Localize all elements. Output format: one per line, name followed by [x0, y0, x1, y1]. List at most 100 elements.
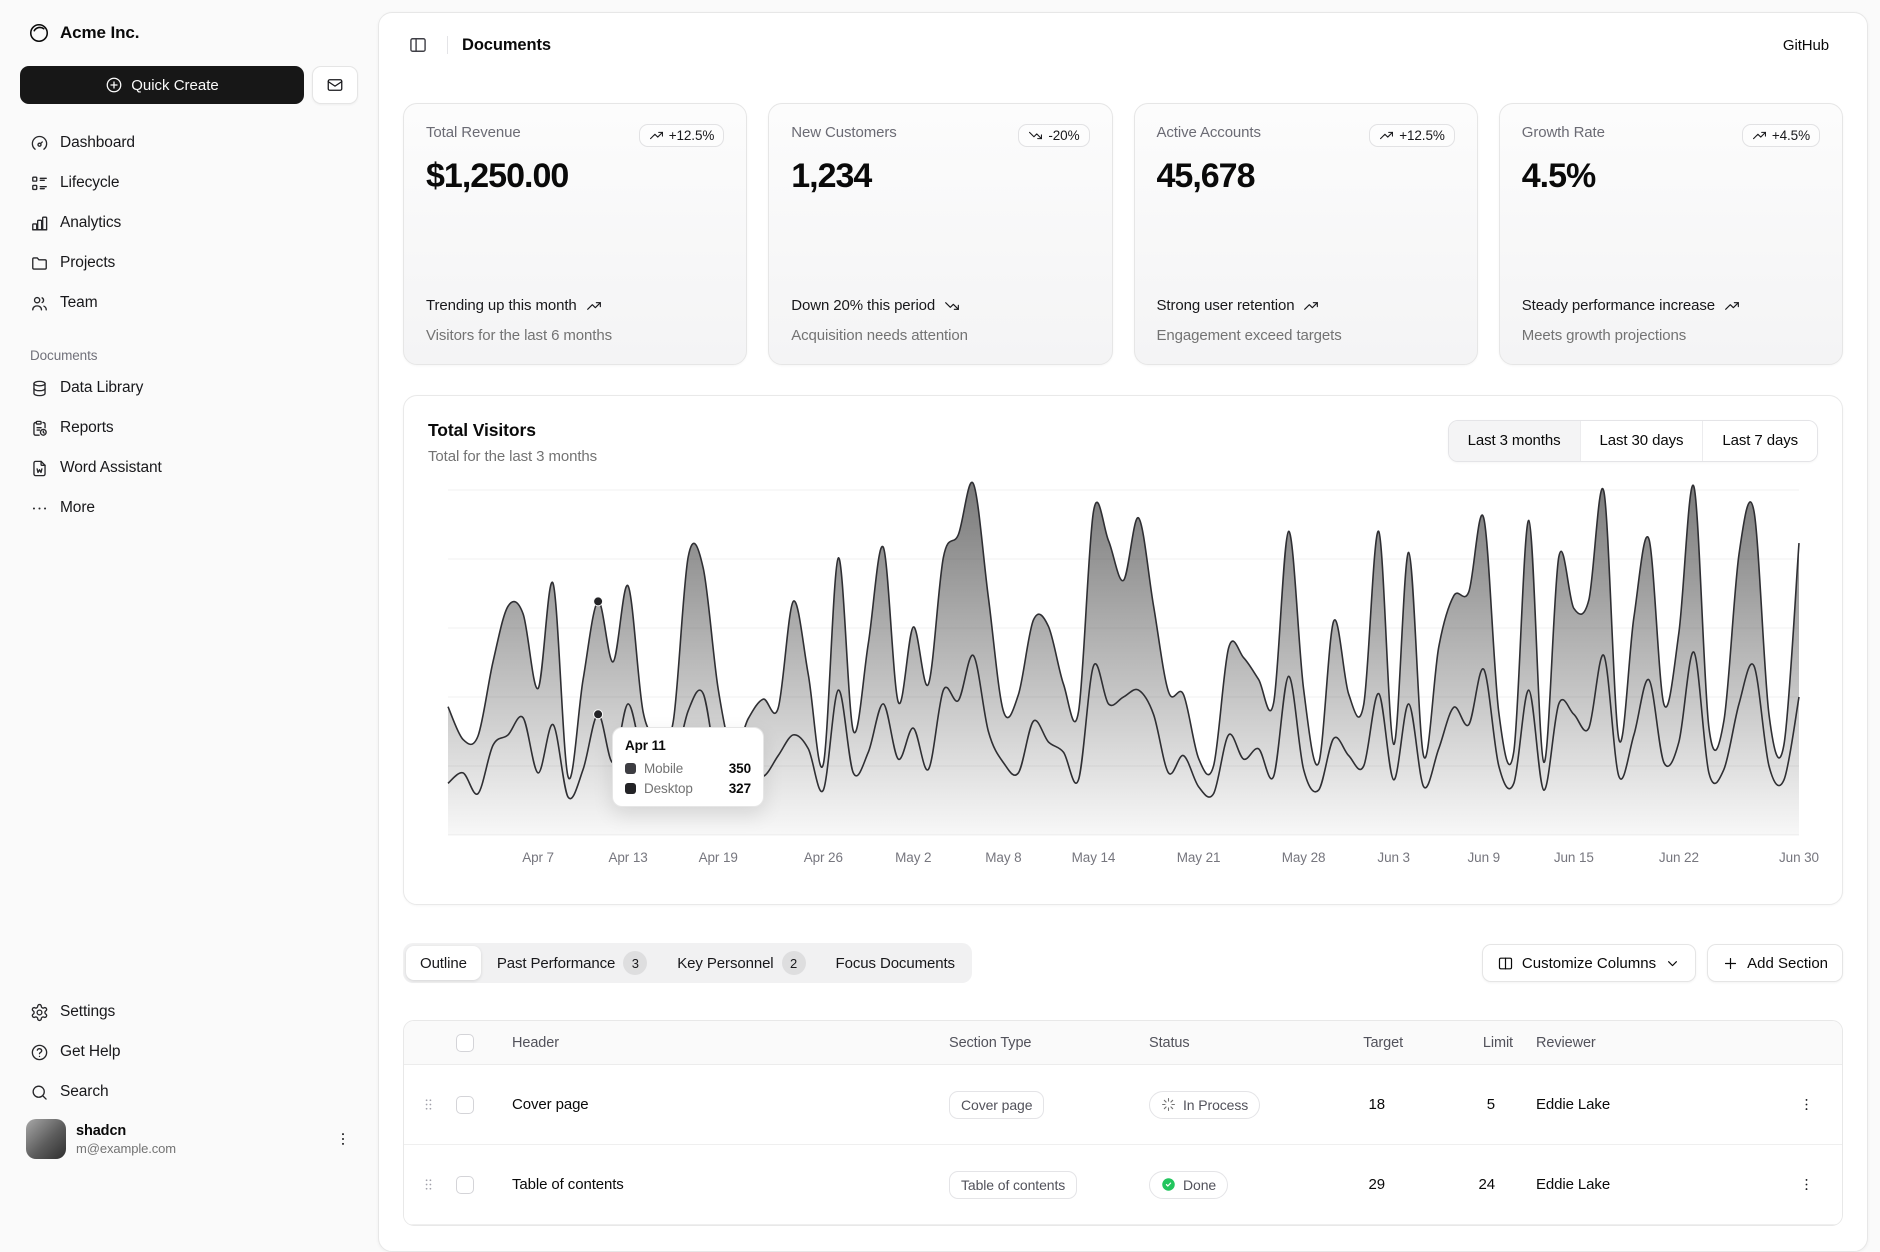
table-header-row: Header Section Type Status Target Limit …	[404, 1021, 1842, 1065]
target-cell[interactable]: 18	[1335, 1096, 1415, 1113]
column-status[interactable]: Status	[1145, 1035, 1335, 1051]
svg-text:Jun 15: Jun 15	[1554, 850, 1594, 865]
stat-card-growth-rate: Growth Rate +4.5% 4.5% Steady performanc…	[1499, 103, 1843, 365]
stat-card-line1: Strong user retention	[1157, 295, 1295, 317]
tooltip-series-name: Desktop	[644, 781, 693, 796]
reviewer-cell[interactable]: Eddie Lake	[1525, 1176, 1770, 1193]
row-header-cell[interactable]: Table of contents	[497, 1176, 945, 1193]
stat-card-title: Total Revenue	[426, 124, 521, 141]
inbox-button[interactable]	[312, 66, 358, 104]
row-checkbox[interactable]	[456, 1176, 474, 1194]
stat-card-line2: Engagement exceed targets	[1157, 327, 1455, 344]
drag-handle-icon[interactable]	[408, 1096, 448, 1113]
target-cell[interactable]: 29	[1335, 1176, 1415, 1193]
sidebar-item-search[interactable]: Search	[20, 1073, 358, 1111]
sidebar-item-get-help[interactable]: Get Help	[20, 1033, 358, 1071]
select-all-checkbox[interactable]	[456, 1034, 474, 1052]
row-header-cell[interactable]: Cover page	[497, 1096, 945, 1113]
tooltip-date: Apr 11	[625, 738, 751, 753]
sidebar-item-lifecycle[interactable]: Lifecycle	[20, 164, 358, 202]
sidebar-item-label: Team	[60, 294, 98, 312]
stat-cards: Total Revenue +12.5% $1,250.00 Trending …	[379, 77, 1867, 365]
user-name: shadcn	[76, 1123, 176, 1139]
bar-chart-icon	[30, 214, 49, 233]
sidebar-item-projects[interactable]: Projects	[20, 244, 358, 282]
column-section-type[interactable]: Section Type	[945, 1035, 1145, 1051]
stat-card-value: 1,234	[791, 157, 1089, 196]
section-tabs: Outline Past Performance 3 Key Personnel…	[403, 943, 972, 983]
user-email: m@example.com	[76, 1141, 176, 1156]
row-menu-button[interactable]	[1774, 1176, 1838, 1193]
range-last-7-days[interactable]: Last 7 days	[1702, 421, 1817, 461]
stat-card-line2: Meets growth projections	[1522, 327, 1820, 344]
table-row[interactable]: Cover page Cover page In Process 18 5 Ed…	[404, 1065, 1842, 1145]
sidebar-item-data-library[interactable]: Data Library	[20, 369, 358, 407]
main-nav: Dashboard Lifecycle Analytics Projects T…	[16, 124, 362, 322]
row-menu-button[interactable]	[1774, 1096, 1838, 1113]
stat-card-title: Growth Rate	[1522, 124, 1605, 141]
svg-text:Jun 30: Jun 30	[1779, 850, 1819, 865]
sidebar-item-analytics[interactable]: Analytics	[20, 204, 358, 242]
svg-text:Apr 7: Apr 7	[522, 850, 554, 865]
dots-vertical-icon	[1798, 1176, 1815, 1193]
svg-text:May 21: May 21	[1177, 850, 1221, 865]
sidebar-toggle-button[interactable]	[403, 30, 433, 60]
status-label: In Process	[1183, 1097, 1248, 1113]
tab-outline[interactable]: Outline	[406, 946, 481, 980]
add-section-button[interactable]: Add Section	[1707, 944, 1843, 982]
chart-plot-area[interactable]: Apr 7Apr 13Apr 19Apr 26May 2May 8May 14M…	[404, 481, 1842, 881]
sidebar-item-more[interactable]: More	[20, 489, 358, 527]
table-row[interactable]: Table of contents Table of contents Done…	[404, 1145, 1842, 1225]
row-checkbox[interactable]	[456, 1096, 474, 1114]
limit-cell[interactable]: 24	[1415, 1176, 1525, 1193]
reviewer-cell[interactable]: Eddie Lake	[1525, 1096, 1770, 1113]
stat-card-title: Active Accounts	[1157, 124, 1261, 141]
sidebar-item-label: Lifecycle	[60, 174, 119, 192]
chart-tooltip: Apr 11 Mobile 350 Desktop 327	[612, 727, 764, 807]
tab-count-badge: 3	[623, 951, 647, 975]
sidebar-item-reports[interactable]: Reports	[20, 409, 358, 447]
column-header[interactable]: Header	[497, 1035, 945, 1051]
range-last-30-days[interactable]: Last 30 days	[1580, 421, 1703, 461]
folder-icon	[30, 254, 49, 273]
column-target[interactable]: Target	[1335, 1035, 1415, 1051]
sidebar-item-team[interactable]: Team	[20, 284, 358, 322]
customize-columns-button[interactable]: Customize Columns	[1482, 944, 1696, 982]
sidebar-item-label: Get Help	[60, 1043, 120, 1061]
tab-past-performance[interactable]: Past Performance 3	[483, 946, 661, 980]
user-menu-row[interactable]: shadcn m@example.com	[16, 1111, 362, 1161]
visitors-chart: Apr 7Apr 13Apr 19Apr 26May 2May 8May 14M…	[404, 481, 1842, 881]
page-title: Documents	[462, 36, 551, 55]
sidebar-item-dashboard[interactable]: Dashboard	[20, 124, 358, 162]
tooltip-series-value: 327	[729, 781, 751, 796]
column-reviewer[interactable]: Reviewer	[1525, 1035, 1770, 1051]
sidebar-item-label: Analytics	[60, 214, 121, 232]
svg-text:Jun 22: Jun 22	[1659, 850, 1699, 865]
tab-label: Focus Documents	[836, 955, 955, 972]
sidebar-item-settings[interactable]: Settings	[20, 993, 358, 1031]
column-limit[interactable]: Limit	[1415, 1035, 1525, 1051]
trend-badge-value: +12.5%	[669, 128, 715, 143]
tab-focus-documents[interactable]: Focus Documents	[822, 946, 969, 980]
trend-badge-value: -20%	[1048, 128, 1079, 143]
tooltip-series-value: 350	[729, 761, 751, 776]
drag-handle-icon[interactable]	[408, 1176, 448, 1193]
status-badge: In Process	[1149, 1091, 1260, 1119]
tab-key-personnel[interactable]: Key Personnel 2	[663, 946, 819, 980]
brand[interactable]: Acme Inc.	[16, 14, 362, 52]
report-icon	[30, 419, 49, 438]
trending-up-icon	[586, 298, 602, 314]
github-link[interactable]: GitHub	[1773, 31, 1839, 60]
sidebar-item-label: Projects	[60, 254, 115, 272]
svg-text:May 8: May 8	[985, 850, 1021, 865]
logo-icon	[28, 22, 50, 44]
sidebar-item-word-assistant[interactable]: Word Assistant	[20, 449, 358, 487]
stat-card-line1: Down 20% this period	[791, 295, 935, 317]
trending-up-icon	[1303, 298, 1319, 314]
user-menu-button[interactable]	[334, 1130, 352, 1148]
trending-up-icon	[1379, 128, 1394, 143]
limit-cell[interactable]: 5	[1415, 1096, 1525, 1113]
quick-create-button[interactable]: Quick Create	[20, 66, 304, 104]
range-last-3-months[interactable]: Last 3 months	[1449, 421, 1580, 461]
desktop-series-swatch	[625, 783, 636, 794]
